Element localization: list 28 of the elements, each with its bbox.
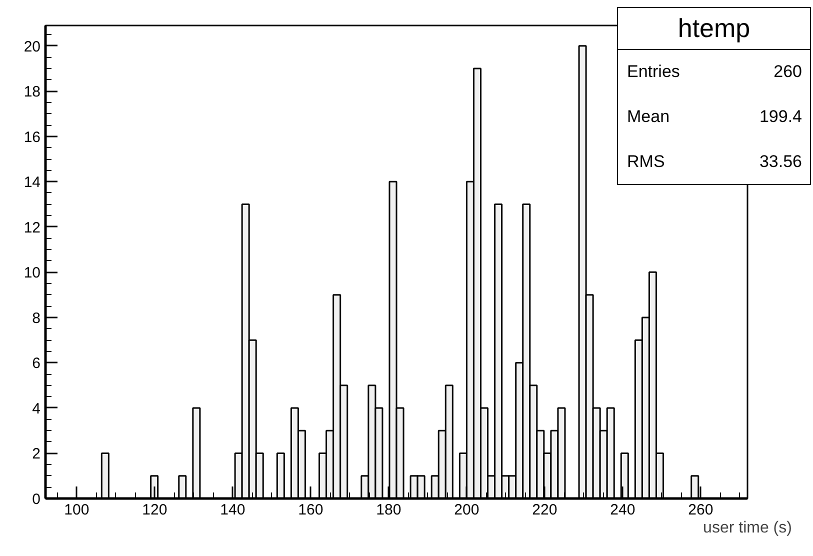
x-tick-label: 180 [376,502,402,518]
text: 199.4 [759,106,802,128]
x-tick-label: 160 [298,502,324,518]
y-tick-label: 2 [32,446,40,463]
text: 260 [774,61,802,84]
annotation: RMS [627,151,665,174]
x-tick-label: 140 [220,502,246,518]
annotation: Mean [627,106,670,128]
x-tick-label: 240 [610,502,636,518]
y-tick-label: 0 [32,491,40,508]
y-tick-label: 18 [24,84,41,101]
y-tick-label: 16 [24,128,41,146]
text: 33.56 [759,151,802,174]
x-tick-label: 120 [142,502,168,518]
x-tick-label: 220 [532,502,558,518]
x-axis-title: user time (s) [703,520,792,536]
x-tick-label: 100 [64,502,90,518]
y-tick-label: 12 [24,219,41,236]
y-tick-label: 20 [24,38,41,56]
y-tick-label: 8 [32,310,40,327]
y-tick-label: 10 [24,264,41,282]
y-tick-label: 6 [32,355,40,372]
x-tick-label: 200 [454,502,480,518]
chart-title: htemp [618,8,810,50]
y-tick-label: 4 [32,400,40,418]
x-tick-label: 260 [688,502,714,518]
annotation: Entries [627,61,680,84]
y-tick-label: 14 [24,174,41,192]
